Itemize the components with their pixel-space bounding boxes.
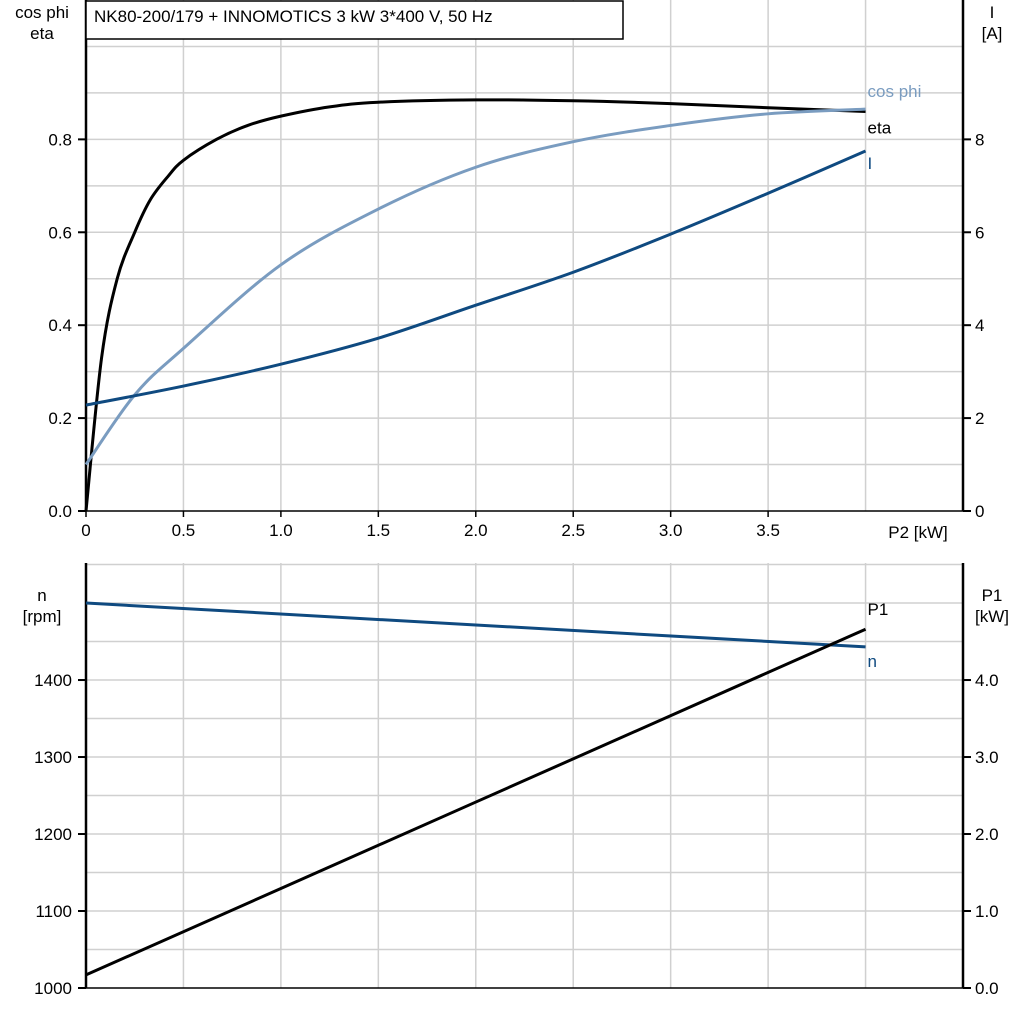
y-tick-label-left: 1400 [34,671,72,690]
chart-panel-0: 0.0 0.2 0.4 0.6 0.8 0 2 4 6 8 cos phi eta I [A] 0 0.5 1.… [15,0,1002,542]
x-tick-label: 0.5 [172,521,196,540]
y-tick-label-left: 0.6 [48,223,72,242]
y-tick-label-left: 1300 [34,748,72,767]
title-box [85,0,624,40]
series-label-i: I [868,154,873,173]
x-tick-label: 1.0 [269,521,293,540]
y-tick-label-left: 1200 [34,825,72,844]
chart-panel-1: 1000 1100 1200 1300 1400 0.0 1.0 2.0 3.0 4.0 n [rpm… [23,563,1009,998]
y-axis-label-right: P1 [982,586,1003,605]
y-axis-label-right: I [990,3,995,22]
x-tick-label: 1.5 [367,521,391,540]
y-axis-label-left: n [37,586,46,605]
y-axis-label-right: [kW] [975,607,1009,626]
y-tick-label-right: 0 [975,502,984,521]
y-axis-label-left: cos phi [15,3,69,22]
x-tick-label: 3.5 [756,521,780,540]
x-tick-label: 3.0 [659,521,683,540]
y-tick-label-right: 4 [975,316,984,335]
y-tick-label-left: 0.8 [48,130,72,149]
y-tick-label-left: 1100 [35,902,72,921]
series-line-cos-phi [84,107,866,466]
series-label-cos-phi: cos phi [868,82,922,101]
y-axis-label-left: eta [30,24,54,43]
series-line-eta [84,98,866,512]
series-label-p1: P1 [868,600,889,619]
y-tick-label-left: 0.0 [48,502,72,521]
y-axis-label-right: [A] [982,24,1003,43]
chart-title: NK80-200/179 + INNOMOTICS 3 kW 3*400 V, … [94,7,493,26]
y-tick-label-right: 0.0 [975,979,999,998]
x-tick-label: 0 [81,521,90,540]
y-tick-label-right: 2.0 [975,825,999,844]
y-axis-label-left: [rpm] [23,607,62,626]
x-tick-label: 2.5 [561,521,585,540]
y-tick-label-right: 8 [975,130,984,149]
y-tick-label-right: 1.0 [975,902,999,921]
y-tick-label-left: 0.2 [48,409,72,428]
y-tick-label-right: 4.0 [975,671,999,690]
y-tick-label-left: 0.4 [48,316,72,335]
series-label-eta: eta [868,118,892,137]
y-tick-label-right: 2 [975,409,984,428]
y-tick-label-right: 6 [975,223,984,242]
y-tick-label-right: 3.0 [975,748,999,767]
series-label-n: n [868,652,877,671]
series-line-i [85,149,867,407]
x-tick-label: 2.0 [464,521,488,540]
series-line-n [85,601,866,649]
y-tick-label-left: 1000 [34,979,72,998]
series-line-p1 [85,627,867,977]
x-axis-label: P2 [kW] [888,523,948,542]
